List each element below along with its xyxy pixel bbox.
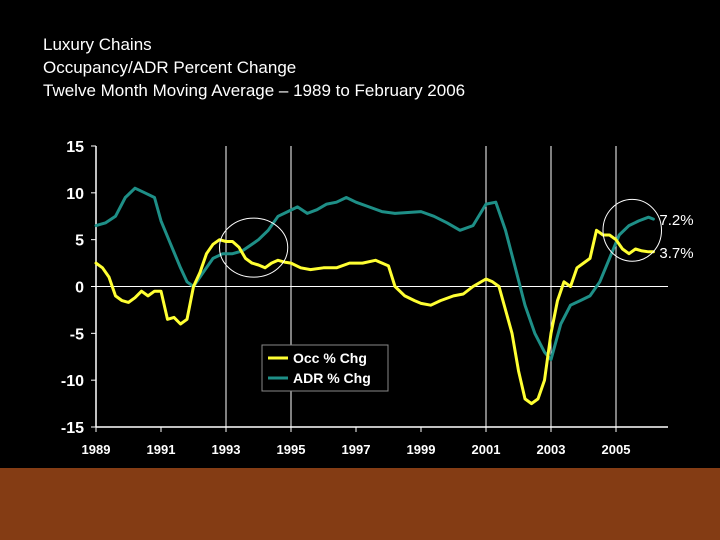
series-line-adr-chg (94, 186, 655, 362)
legend-label: ADR % Chg (293, 370, 371, 386)
legend-box (261, 344, 389, 392)
x-tick-label: 2003 (537, 442, 566, 457)
x-tick-label: 1997 (342, 442, 371, 457)
title-line-1: Luxury Chains (43, 35, 152, 54)
footer-band (0, 468, 720, 540)
legend-label: Occ % Chg (293, 350, 367, 366)
y-tick-label: 5 (75, 233, 84, 250)
y-tick-label: -5 (70, 326, 84, 343)
x-tick-label: 1991 (147, 442, 176, 457)
line-chart: 15 10 5 0 -5 -10 -15 1989 1991 1993 1995 1997 1999 20… (61, 139, 694, 457)
highlight-ellipse-2 (602, 198, 662, 262)
highlight-ellipse-1 (219, 217, 289, 278)
title-line-2: Occupancy/ADR Percent Change (43, 58, 297, 77)
y-tick-label: -10 (61, 373, 84, 390)
x-tick-label: 2001 (472, 442, 501, 457)
annotation-label: 3.7% (659, 245, 693, 262)
y-tick-label: 0 (75, 280, 84, 297)
x-tick-label: 1993 (212, 442, 241, 457)
title-line-3: Twelve Month Moving Average – 1989 to Fe… (43, 81, 466, 100)
y-tick-label: 15 (66, 139, 84, 156)
x-tick-label: 2005 (602, 442, 631, 457)
x-tick-label: 1989 (82, 442, 111, 457)
x-tick-label: 1999 (407, 442, 436, 457)
x-tick-label: 1995 (277, 442, 306, 457)
series-line-occ-chg (94, 228, 655, 406)
annotation-label: 7.2% (659, 212, 693, 229)
slide-title: Luxury Chains Occupancy/ADR Percent Chan… (43, 33, 465, 102)
y-tick-label: 10 (66, 186, 84, 203)
y-tick-label: -15 (61, 420, 84, 437)
